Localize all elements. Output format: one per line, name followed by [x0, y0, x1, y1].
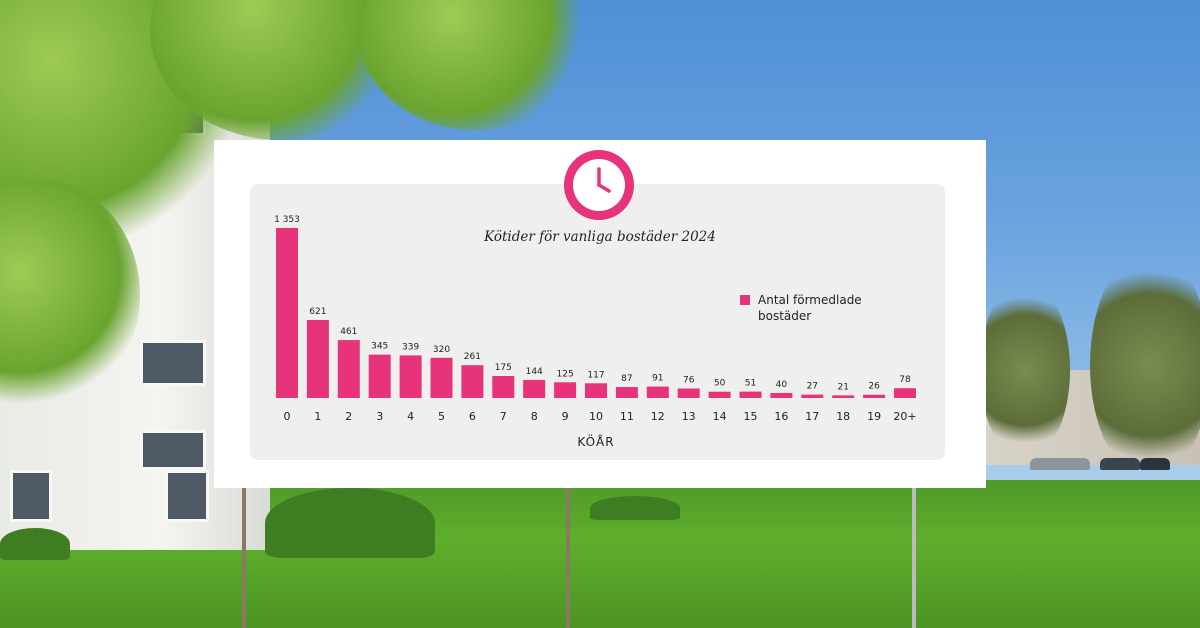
bar-4: [399, 355, 422, 398]
bar-6: [461, 365, 484, 398]
x-tick-0: 0: [284, 410, 291, 423]
x-tick-14: 14: [713, 410, 727, 423]
data-label-1: 621: [309, 307, 326, 317]
x-tick-2: 2: [345, 410, 352, 423]
data-label-14: 50: [714, 379, 726, 389]
x-tick-20+: 20+: [893, 410, 916, 423]
bar-10: [585, 383, 607, 398]
x-tick-15: 15: [744, 410, 758, 423]
x-tick-18: 18: [836, 410, 850, 423]
x-tick-3: 3: [376, 410, 383, 423]
bar-17: [801, 394, 824, 398]
x-tick-7: 7: [500, 410, 507, 423]
x-tick-4: 4: [407, 410, 414, 423]
clock-icon: [564, 150, 634, 220]
chart-card: Kötider för vanliga bostäder 2024 1 353 0…: [214, 140, 986, 488]
x-tick-1: 1: [314, 410, 321, 423]
bar-0: [276, 228, 298, 398]
data-label-6: 261: [464, 352, 481, 362]
x-tick-8: 8: [531, 410, 538, 423]
bar-7: [492, 376, 515, 398]
x-tick-9: 9: [562, 410, 569, 423]
bar-16: [770, 392, 793, 398]
bar-chart: 1 35306211461234533394320526161757144812…: [274, 215, 916, 449]
bar-8: [523, 379, 546, 398]
bar-5: [430, 357, 453, 398]
data-label-15: 51: [745, 379, 756, 389]
bar-12: [646, 386, 669, 398]
x-tick-16: 16: [774, 410, 788, 423]
data-label-18: 21: [837, 382, 848, 392]
data-label-5: 320: [433, 345, 450, 355]
bar-13: [677, 388, 700, 398]
data-label-20+: 78: [899, 375, 911, 385]
bar-1: [306, 319, 329, 398]
x-tick-5: 5: [438, 410, 445, 423]
bar-3: [368, 354, 391, 398]
legend-swatch: [740, 295, 750, 305]
data-label-2: 461: [340, 327, 357, 337]
bar-18: [832, 395, 855, 398]
data-label-12: 91: [652, 374, 663, 384]
data-label-16: 40: [776, 380, 788, 390]
bar-9: [554, 382, 577, 398]
data-label-10: 117: [587, 370, 604, 380]
chart-panel: [250, 184, 945, 460]
data-label-11: 87: [621, 374, 632, 384]
x-tick-6: 6: [469, 410, 476, 423]
x-axis-label: KÖÅR: [577, 433, 614, 449]
bar-11: [615, 387, 638, 398]
bar-20+: [894, 388, 916, 398]
x-tick-13: 13: [682, 410, 696, 423]
legend-label: Antal förmedlade bostäder: [758, 293, 862, 323]
data-label-4: 339: [402, 342, 419, 352]
data-label-19: 26: [868, 382, 880, 392]
x-tick-19: 19: [867, 410, 881, 423]
bar-19: [863, 394, 886, 398]
data-label-0: 1 353: [274, 215, 300, 225]
data-label-8: 144: [526, 367, 543, 377]
bar-14: [708, 391, 731, 398]
x-tick-11: 11: [620, 410, 634, 423]
x-tick-17: 17: [805, 410, 819, 423]
x-tick-10: 10: [589, 410, 603, 423]
data-label-17: 27: [807, 382, 818, 392]
data-label-9: 125: [557, 369, 574, 379]
chart-title: Kötider för vanliga bostäder 2024: [484, 229, 716, 245]
data-label-7: 175: [495, 363, 512, 373]
bar-2: [337, 340, 360, 398]
data-label-13: 76: [683, 375, 695, 385]
data-label-3: 345: [371, 342, 388, 352]
x-tick-12: 12: [651, 410, 665, 423]
chart-legend: Antal förmedlade bostäder: [740, 292, 898, 324]
bar-15: [739, 391, 762, 398]
